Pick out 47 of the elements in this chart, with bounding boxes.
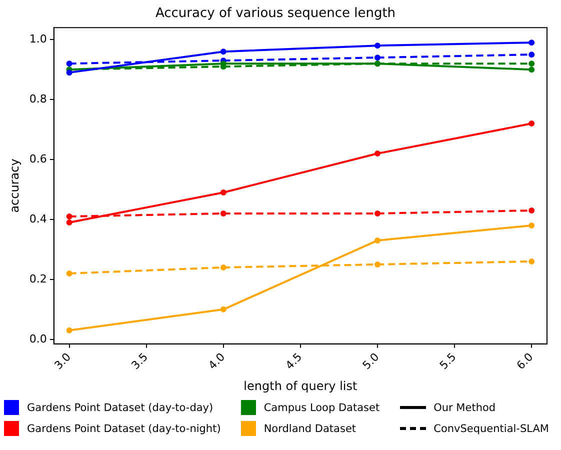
y-tick-label: 0.2 xyxy=(29,272,47,286)
y-axis-title: accuracy xyxy=(7,158,22,213)
point xyxy=(374,42,380,49)
point xyxy=(220,306,226,312)
x-tick-label: 5.0 xyxy=(360,350,382,372)
point xyxy=(66,70,72,76)
point xyxy=(528,207,535,214)
legend-label: Gardens Point Dataset (day-to-day) xyxy=(27,402,214,414)
point xyxy=(528,222,535,228)
y-tick-label: 0.8 xyxy=(29,92,47,106)
point xyxy=(528,40,535,46)
x-tick-label: 5.5 xyxy=(437,350,459,372)
point xyxy=(66,60,72,67)
point xyxy=(220,264,226,270)
x-tick-label: 3.0 xyxy=(52,350,74,372)
point xyxy=(374,54,380,61)
point xyxy=(528,258,535,264)
x-tick-label: 4.0 xyxy=(206,350,228,372)
x-axis-title: length of query list xyxy=(244,378,358,393)
point xyxy=(374,150,380,157)
point xyxy=(66,270,72,276)
x-tick-label: 3.5 xyxy=(128,350,150,372)
legend-label: Campus Loop Dataset xyxy=(264,402,380,414)
point xyxy=(528,60,535,67)
y-tick-label: 1.0 xyxy=(29,32,47,46)
point xyxy=(220,210,226,216)
y-tick-label: 0.6 xyxy=(29,152,47,166)
y-tick-label: 0.4 xyxy=(29,212,47,226)
x-tick-label: 4.5 xyxy=(283,350,305,372)
point xyxy=(528,52,535,58)
point xyxy=(66,213,72,220)
point xyxy=(374,261,380,268)
point xyxy=(66,327,72,334)
legend-label: Gardens Point Dataset (day-to-night) xyxy=(27,422,221,434)
chart-title: Accuracy of various sequence length xyxy=(155,6,396,22)
x-tick-label: 6.0 xyxy=(514,350,536,372)
point xyxy=(528,66,535,73)
point xyxy=(374,237,380,244)
legend-label: Nordland Dataset xyxy=(264,422,356,434)
point xyxy=(220,48,226,55)
text: Our Method xyxy=(434,402,496,414)
point xyxy=(374,210,380,216)
point xyxy=(528,120,535,127)
y-tick-label: 0.0 xyxy=(29,332,47,346)
point xyxy=(220,189,226,196)
point xyxy=(66,219,72,226)
text: ConvSequential-SLAM xyxy=(434,422,549,434)
